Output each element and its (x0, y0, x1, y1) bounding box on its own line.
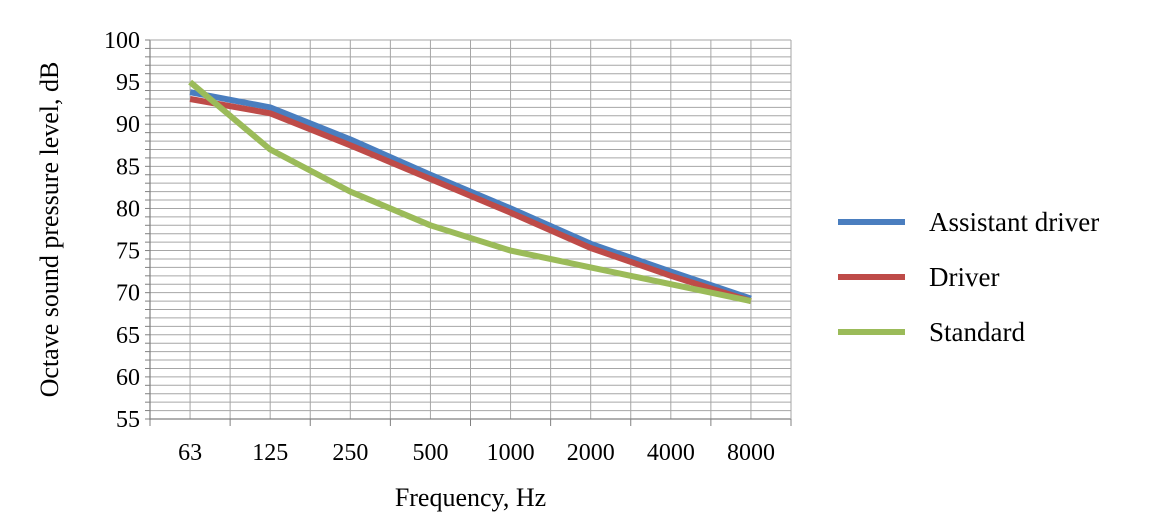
y-tick-label: 75 (116, 239, 140, 265)
x-tick-label: 1000 (487, 440, 535, 466)
x-tick-label: 8000 (727, 440, 775, 466)
x-tick-label: 4000 (647, 440, 695, 466)
y-tick-label: 60 (116, 365, 140, 391)
series-line-assistant-driver (189, 89, 752, 302)
series-lines (188, 79, 752, 305)
legend-label: Driver (929, 262, 999, 292)
y-tick-label: 95 (116, 70, 140, 96)
y-tick-label: 100 (104, 28, 140, 54)
y-tick-label: 80 (116, 196, 140, 222)
legend: Assistant driver Driver Standard (838, 207, 1099, 347)
axes (145, 39, 792, 426)
grid (150, 39, 791, 419)
x-tick-label: 250 (332, 440, 368, 466)
x-tick-label: 125 (252, 440, 288, 466)
legend-label: Assistant driver (929, 207, 1099, 237)
tick-labels: 55 60 65 70 75 80 85 90 95 100 63 125 250 500 1000 2000… (104, 28, 775, 466)
y-tick-label: 65 (116, 323, 140, 349)
series-line-driver (189, 96, 752, 304)
y-tick-label: 70 (116, 281, 140, 307)
x-tick-label: 500 (412, 440, 448, 466)
y-tick-label: 85 (116, 154, 140, 180)
legend-label: Standard (929, 317, 1025, 347)
x-axis-title: Frequency, Hz (395, 483, 546, 512)
y-tick-label: 55 (116, 407, 140, 433)
x-tick-label: 2000 (567, 440, 615, 466)
y-axis-title: Octave sound pressure level, dB (35, 62, 64, 398)
y-tick-label: 90 (116, 112, 140, 138)
x-tick-label: 63 (178, 440, 202, 466)
series-line-standard (188, 79, 752, 305)
